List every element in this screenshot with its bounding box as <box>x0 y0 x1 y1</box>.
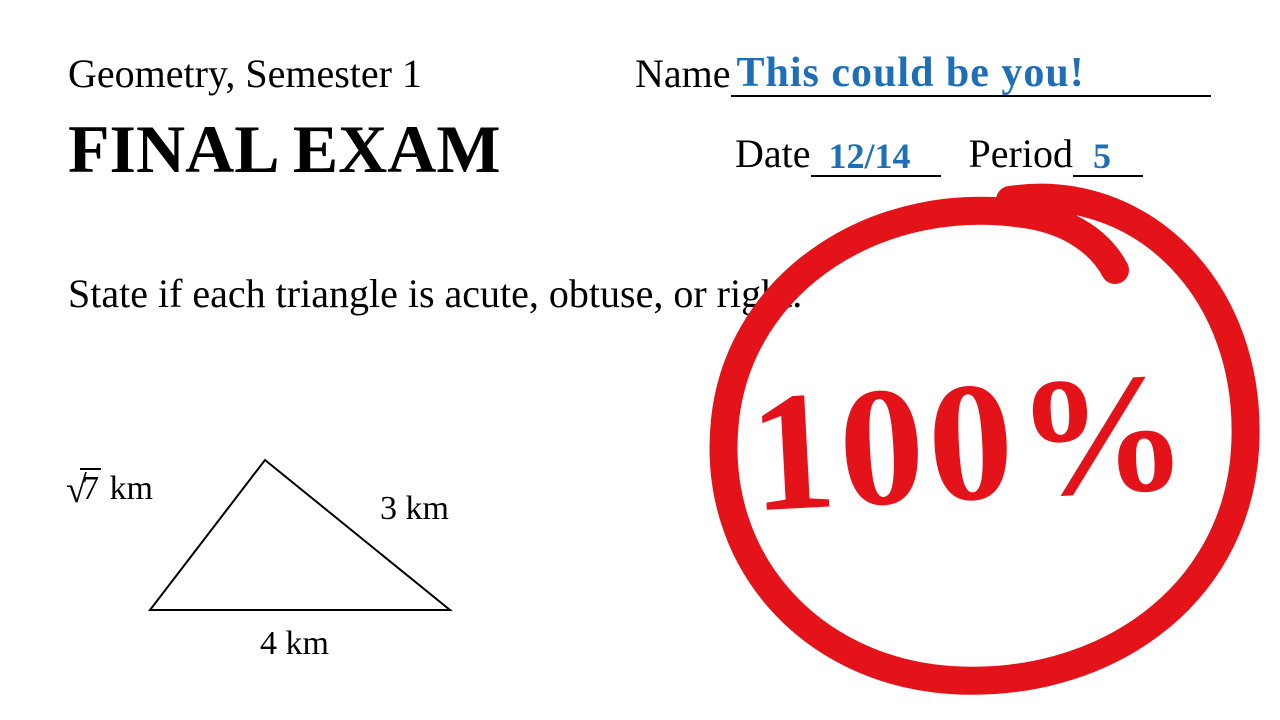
period-value: 5 <box>1093 135 1111 177</box>
period-label: Period <box>969 131 1073 176</box>
triangle-side-right-label: 3 km <box>380 490 449 528</box>
triangle-side-left-label: √ 7 km <box>80 470 153 508</box>
exam-title: FINAL EXAM <box>68 110 501 189</box>
score-value: 100% <box>745 334 1196 552</box>
name-block: Name This could be you! <box>635 50 1211 97</box>
course-title: Geometry, Semester 1 <box>68 50 422 97</box>
date-label: Date <box>735 131 811 176</box>
triangle-shape <box>150 460 450 610</box>
date-underline: 12/14 <box>811 133 941 177</box>
date-value: 12/14 <box>829 135 911 177</box>
name-label: Name <box>635 51 731 96</box>
triangle-figure: √ 7 km 3 km 4 km <box>90 400 510 690</box>
name-value: This could be you! <box>737 49 1085 97</box>
side-left-unit: km <box>101 470 153 507</box>
exam-page: Geometry, Semester 1 FINAL EXAM Name Thi… <box>0 0 1280 720</box>
name-underline: This could be you! <box>731 51 1211 97</box>
period-underline: 5 <box>1073 133 1143 177</box>
triangle-side-bottom-label: 4 km <box>260 625 329 663</box>
date-period-block: Date 12/14 Period 5 <box>735 130 1143 177</box>
question-text: State if each triangle is acute, obtuse,… <box>68 270 802 317</box>
